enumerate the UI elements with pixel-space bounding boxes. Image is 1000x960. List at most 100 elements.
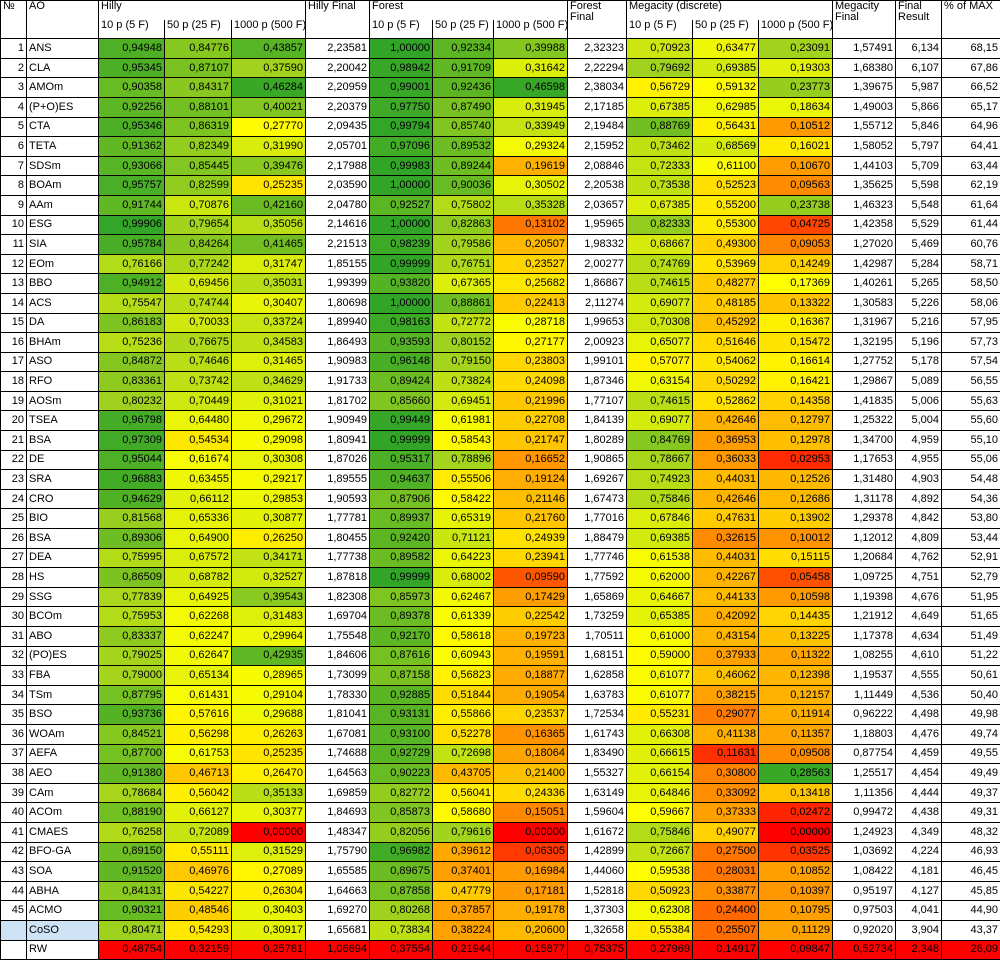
cell-megacity-final: 1,30583	[833, 293, 896, 313]
cell-megacity-final: 1,42358	[833, 215, 896, 235]
cell-forest-50: 0,67365	[433, 274, 494, 294]
cell-forest-1000: 0,19178	[494, 901, 568, 921]
cell-megacity-10: 0,59538	[627, 862, 693, 882]
cell-final-result: 4,498	[896, 705, 942, 725]
cell-forest-1000: 0,30502	[494, 176, 568, 196]
cell-hilly-final: 1,89940	[306, 313, 370, 333]
algorithm-name: SSG	[27, 587, 99, 607]
row-index: 4	[1, 97, 27, 117]
algorithm-name: ASO	[27, 352, 99, 372]
cell-pct-max: 56,55	[942, 372, 1000, 392]
algorithm-name: SIA	[27, 235, 99, 255]
cell-megacity-50: 0,30800	[693, 764, 759, 784]
cell-megacity-final: 1,57491	[833, 39, 896, 59]
cell-hilly-50: 0,64925	[165, 587, 232, 607]
cell-forest-10: 0,37554	[370, 940, 433, 960]
cell-pct-max: 49,31	[942, 803, 1000, 823]
algorithm-name: TSm	[27, 685, 99, 705]
row-index: 19	[1, 391, 27, 411]
cell-megacity-50: 0,53969	[693, 254, 759, 274]
algorithm-name: ANS	[27, 39, 99, 59]
cell-forest-1000: 0,19619	[494, 156, 568, 176]
cell-pct-max: 43,37	[942, 920, 1000, 940]
cell-megacity-50: 0,36033	[693, 450, 759, 470]
cell-megacity-50: 0,55200	[693, 195, 759, 215]
row-index: 5	[1, 117, 27, 137]
cell-forest-final: 1,86867	[568, 274, 627, 294]
cell-hilly-1000: 0,35056	[232, 215, 306, 235]
cell-megacity-10: 0,69077	[627, 293, 693, 313]
cell-forest-final: 2,19484	[568, 117, 627, 137]
cell-final-result: 4,842	[896, 509, 942, 529]
cell-final-result: 5,469	[896, 235, 942, 255]
cell-megacity-1000: 0,14435	[759, 607, 833, 627]
algorithm-name: BIO	[27, 509, 99, 529]
cell-forest-1000: 0,35328	[494, 195, 568, 215]
cell-hilly-final: 1,06694	[306, 940, 370, 960]
cell-forest-50: 0,43705	[433, 764, 494, 784]
cell-megacity-1000: 0,00000	[759, 822, 833, 842]
cell-megacity-10: 0,61538	[627, 548, 693, 568]
cell-forest-final: 2,00923	[568, 333, 627, 353]
cell-forest-50: 0,58618	[433, 627, 494, 647]
cell-forest-1000: 0,19723	[494, 627, 568, 647]
cell-hilly-10: 0,91744	[99, 195, 165, 215]
cell-forest-final: 1,88479	[568, 529, 627, 549]
cell-forest-50: 0,64223	[433, 548, 494, 568]
cell-pct-max: 57,54	[942, 352, 1000, 372]
header-pct-max: % of MAX	[942, 1, 1000, 39]
row-index: 15	[1, 313, 27, 333]
row-index: 33	[1, 666, 27, 686]
cell-hilly-50: 0,84776	[165, 39, 232, 59]
cell-pct-max: 64,96	[942, 117, 1000, 137]
cell-hilly-50: 0,72089	[165, 822, 232, 842]
cell-hilly-1000: 0,29217	[232, 470, 306, 490]
cell-megacity-50: 0,37333	[693, 803, 759, 823]
cell-hilly-10: 0,95346	[99, 117, 165, 137]
cell-forest-50: 0,55866	[433, 705, 494, 725]
cell-final-result: 4,459	[896, 744, 942, 764]
cell-megacity-final: 1,24923	[833, 822, 896, 842]
cell-megacity-final: 0,99472	[833, 803, 896, 823]
cell-pct-max: 58,06	[942, 293, 1000, 313]
cell-megacity-final: 1,41835	[833, 391, 896, 411]
cell-megacity-10: 0,74923	[627, 470, 693, 490]
cell-hilly-final: 1,64663	[306, 881, 370, 901]
cell-pct-max: 63,44	[942, 156, 1000, 176]
cell-pct-max: 48,32	[942, 822, 1000, 842]
cell-megacity-10: 0,84769	[627, 431, 693, 451]
algorithm-name: ACS	[27, 293, 99, 313]
cell-forest-1000: 0,13102	[494, 215, 568, 235]
cell-hilly-10: 0,97309	[99, 431, 165, 451]
cell-forest-1000: 0,19124	[494, 470, 568, 490]
cell-megacity-50: 0,42646	[693, 489, 759, 509]
cell-megacity-1000: 0,10670	[759, 156, 833, 176]
algorithm-name: EOm	[27, 254, 99, 274]
cell-megacity-10: 0,69385	[627, 529, 693, 549]
cell-megacity-10: 0,78667	[627, 450, 693, 470]
header-hilly: Hilly	[99, 1, 306, 20]
cell-megacity-10: 0,70308	[627, 313, 693, 333]
algorithm-name: (P+O)ES	[27, 97, 99, 117]
cell-forest-1000: 0,25682	[494, 274, 568, 294]
algorithm-name: AEFA	[27, 744, 99, 764]
cell-forest-1000: 0,24098	[494, 372, 568, 392]
cell-hilly-1000: 0,26470	[232, 764, 306, 784]
cell-forest-10: 0,87858	[370, 881, 433, 901]
cell-forest-final: 1,69267	[568, 470, 627, 490]
cell-pct-max: 55,10	[942, 431, 1000, 451]
cell-hilly-1000: 0,41465	[232, 235, 306, 255]
header-ao: AO	[27, 1, 99, 20]
cell-hilly-10: 0,92256	[99, 97, 165, 117]
cell-forest-1000: 0,20600	[494, 920, 568, 940]
cell-megacity-50: 0,62985	[693, 97, 759, 117]
algorithm-name: ACMO	[27, 901, 99, 921]
cell-final-result: 4,476	[896, 724, 942, 744]
row-index: 23	[1, 470, 27, 490]
row-index: 38	[1, 764, 27, 784]
cell-hilly-50: 0,66127	[165, 803, 232, 823]
cell-megacity-1000: 0,10598	[759, 587, 833, 607]
algorithm-name: CRO	[27, 489, 99, 509]
